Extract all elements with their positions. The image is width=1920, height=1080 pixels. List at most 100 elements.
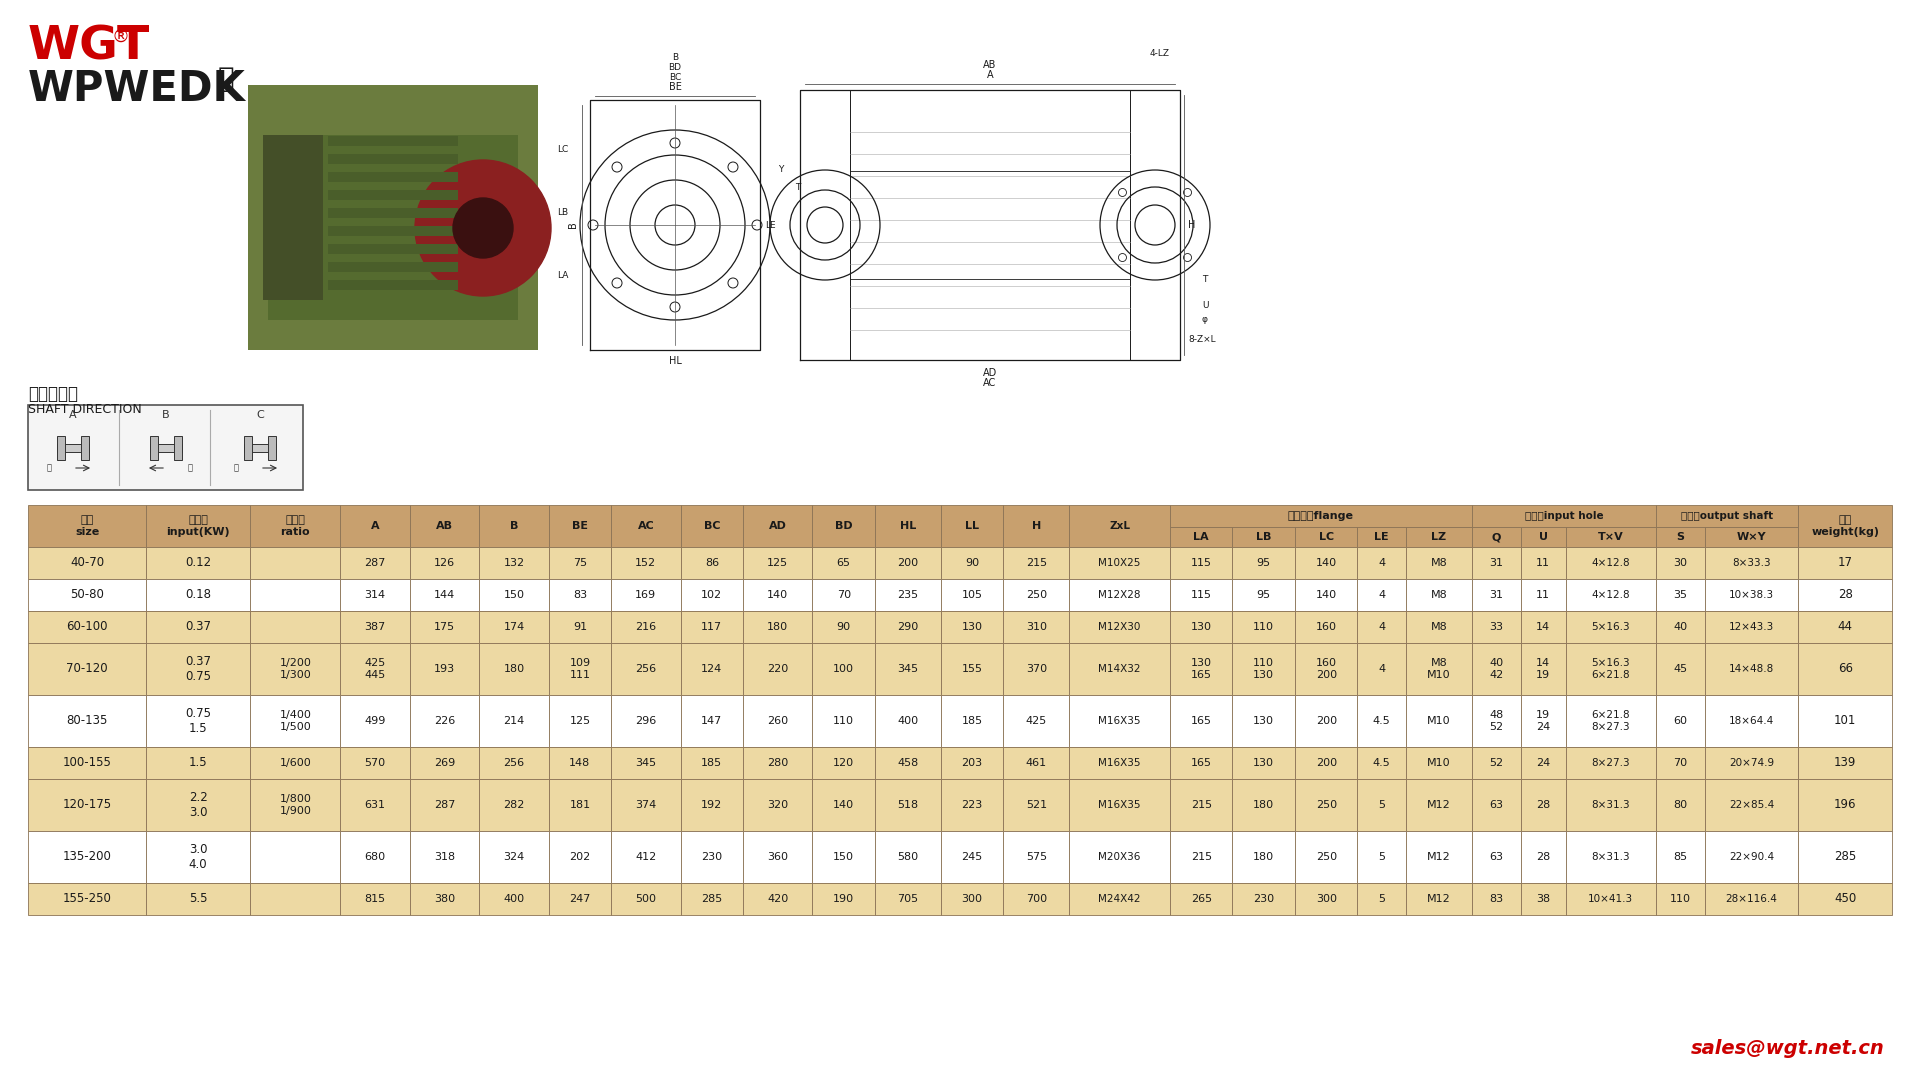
Bar [1799,883,1891,915]
Bar [1357,883,1405,915]
Text: 287: 287 [365,558,386,568]
Text: 425: 425 [1025,716,1046,726]
Bar [1565,579,1655,611]
Text: 815: 815 [365,894,386,904]
Bar [244,436,252,460]
Text: 318: 318 [434,852,455,862]
Text: 374: 374 [636,800,657,810]
Bar [611,883,680,915]
Text: 200: 200 [897,558,918,568]
Text: B: B [161,410,169,420]
Text: 400: 400 [897,716,918,726]
Text: 247: 247 [568,894,591,904]
Text: BC: BC [668,73,682,82]
Text: 165: 165 [1190,716,1212,726]
Text: 345: 345 [636,758,657,768]
Bar [1705,696,1799,747]
Text: LE: LE [764,220,776,230]
Text: 110: 110 [833,716,854,726]
Bar [250,747,340,779]
Text: 83: 83 [1490,894,1503,904]
Text: 60: 60 [1672,716,1688,726]
Bar [941,696,1004,747]
Text: B: B [568,221,578,228]
Text: 5×16.3: 5×16.3 [1592,622,1630,632]
Text: B: B [511,521,518,531]
Text: 202: 202 [570,852,591,862]
Bar [1357,643,1405,696]
Text: B: B [672,53,678,62]
Bar [1565,546,1655,579]
Text: 86: 86 [705,558,718,568]
Bar [250,579,340,611]
Bar [1655,527,1705,546]
Text: 285: 285 [1834,851,1857,864]
Bar [1565,747,1655,779]
Bar [175,436,182,460]
Bar [1233,883,1294,915]
Bar [340,579,409,611]
Bar [680,643,743,696]
Text: 40: 40 [1672,622,1688,632]
Text: AC: AC [637,521,655,531]
Text: 345: 345 [897,664,918,674]
Text: 125: 125 [768,558,789,568]
Bar [1169,527,1233,546]
Text: 1/200
1/300: 1/200 1/300 [278,658,311,680]
Text: 65: 65 [837,558,851,568]
Bar [611,779,680,831]
Text: 174: 174 [503,622,524,632]
Bar [680,611,743,643]
Bar [1294,579,1357,611]
Bar [480,883,549,915]
Text: 11: 11 [1536,558,1549,568]
Text: 8×31.3: 8×31.3 [1592,852,1630,862]
Bar [29,831,146,883]
Bar [1294,747,1357,779]
Bar [680,546,743,579]
Bar [743,831,812,883]
Text: 518: 518 [897,800,918,810]
Text: 148: 148 [570,758,591,768]
Bar [328,244,459,254]
Bar [611,611,680,643]
Bar [1405,883,1473,915]
Bar [1004,643,1069,696]
Text: 570: 570 [365,758,386,768]
Bar [409,579,480,611]
Text: 310: 310 [1025,622,1046,632]
Text: 17: 17 [1837,556,1853,569]
Text: 66: 66 [1837,662,1853,675]
Bar [340,779,409,831]
Text: 130
165: 130 165 [1190,658,1212,680]
Text: U: U [1538,532,1548,542]
Text: BE: BE [572,521,588,531]
Bar [611,579,680,611]
Bar [409,505,480,546]
Bar [1004,579,1069,611]
Bar [1521,643,1565,696]
Bar [876,779,941,831]
Bar [146,579,250,611]
Text: T: T [795,183,801,192]
Text: 169: 169 [636,590,657,600]
Text: 160
200: 160 200 [1315,658,1336,680]
Bar [1799,696,1891,747]
Text: A: A [69,410,77,420]
Bar [244,444,276,453]
Bar [1655,883,1705,915]
Bar [812,546,876,579]
Bar [150,436,157,460]
Bar [250,779,340,831]
Text: 680: 680 [365,852,386,862]
Text: 110: 110 [1670,894,1692,904]
Bar [340,747,409,779]
Bar [58,436,65,460]
Text: 152: 152 [636,558,657,568]
Text: 4: 4 [1379,622,1386,632]
Text: 4.5: 4.5 [1373,758,1390,768]
Text: 125: 125 [570,716,591,726]
Bar [549,643,611,696]
Bar [1169,546,1233,579]
Text: 155-250: 155-250 [63,892,111,905]
